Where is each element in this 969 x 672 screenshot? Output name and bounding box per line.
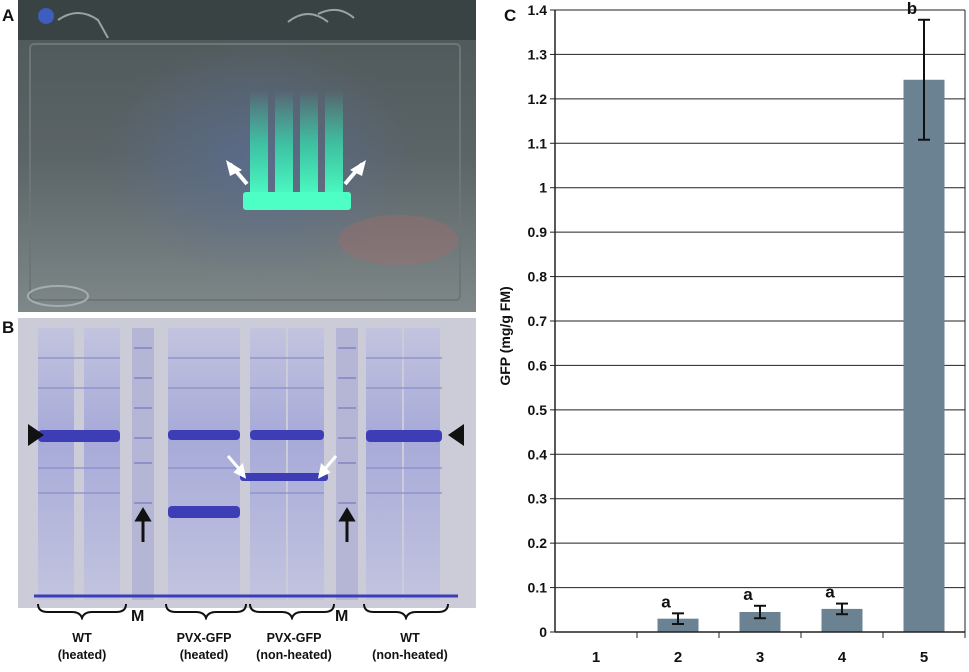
y-tick-labels: 0 0.1 0.2 0.3 0.4 0.5 0.6 0.7 0.8 0.9 1 1.1 1.2 1.3 1.… xyxy=(528,2,548,640)
significance-letter: a xyxy=(743,585,753,604)
bubble xyxy=(27,285,89,307)
y-axis-label: GFP (mg/g FM) xyxy=(497,286,513,385)
x-tick-label: 1 xyxy=(592,649,600,666)
rubisco-bands xyxy=(38,430,442,442)
black-arrow-marker-2 xyxy=(338,507,356,542)
y-tick-label: 0.9 xyxy=(528,224,548,240)
x-tick-labels: 1 2 3 4 5 xyxy=(592,632,966,666)
marker-label-2: M xyxy=(335,608,349,625)
panel-c-letter: C xyxy=(504,6,517,25)
bar xyxy=(821,608,863,632)
y-tick-label: 0.2 xyxy=(528,535,548,551)
error-bars xyxy=(672,18,930,626)
x-tick-label: 5 xyxy=(920,649,928,666)
significance-letter: a xyxy=(661,592,671,611)
y-tick-label: 0.3 xyxy=(528,491,548,507)
significance-letter: b xyxy=(907,0,917,18)
gfp-fluorescent-lanes xyxy=(243,90,351,210)
marker-bands xyxy=(134,347,356,504)
gridlines xyxy=(550,9,965,633)
gfp-bar-chart: a a a b 0 0.1 0.2 0.3 0.4 0.5 0.6 0.7 0.8 0.9 1 1.1 1.2… xyxy=(497,0,966,666)
sample-lanes xyxy=(38,328,440,600)
y-tick-label: 1.2 xyxy=(528,91,548,107)
x-tick-label: 2 xyxy=(674,649,682,666)
gel-comb-area xyxy=(18,0,476,40)
y-tick-label: 0.7 xyxy=(528,313,548,329)
bar xyxy=(657,618,699,632)
y-tick-label: 1.1 xyxy=(528,135,548,151)
rubisco-arrowhead-right xyxy=(448,424,464,446)
y-tick-label: 0.1 xyxy=(528,580,548,596)
lane-label-pvx-gfp-heated: PVX-GFP (heated) xyxy=(176,631,232,662)
lane-braces xyxy=(37,603,449,620)
pvx-gfp-band-non-heated xyxy=(240,473,328,481)
significance-letters: a a a b xyxy=(661,0,917,611)
white-arrow-left xyxy=(226,160,249,186)
rubisco-arrowhead-left xyxy=(28,424,44,446)
marker-label-1: M xyxy=(131,608,145,625)
lane-label-pvx-gfp-non-heated: PVX-GFP (non-heated) xyxy=(256,631,332,662)
white-arrow-gfp-right xyxy=(317,455,338,479)
axes xyxy=(554,10,966,633)
black-arrow-marker-1 xyxy=(134,507,152,542)
x-tick-label: 4 xyxy=(838,649,847,666)
x-tick-label: 3 xyxy=(756,649,764,666)
bar xyxy=(739,612,781,632)
y-tick-label: 0.4 xyxy=(528,446,548,462)
white-arrow-right xyxy=(343,160,366,186)
faint-bands xyxy=(38,357,442,494)
comb-wells xyxy=(57,8,355,39)
bar xyxy=(903,79,945,632)
sds-page-gel xyxy=(18,318,476,608)
gel-photo-blue-light xyxy=(18,0,476,312)
y-tick-label: 0 xyxy=(539,624,547,640)
bars xyxy=(657,79,945,632)
significance-letter: a xyxy=(825,583,835,602)
y-tick-label: 0.5 xyxy=(528,402,548,418)
lane-label-wt-heated: WT (heated) xyxy=(57,631,107,662)
panel-b-letter: B xyxy=(2,318,15,337)
gfp-band-heated xyxy=(168,506,240,518)
blue-clip xyxy=(38,8,54,24)
y-tick-label: 0.8 xyxy=(528,269,548,285)
y-tick-label: 1.4 xyxy=(528,2,548,18)
gel-lane-labels: M M WT (heated) PVX-GFP (heated) PVX-GFP (n… xyxy=(18,600,476,672)
lane-label-wt-non-heated: WT (non-heated) xyxy=(372,631,448,662)
panel-a-letter: A xyxy=(2,6,15,25)
y-tick-label: 0.6 xyxy=(528,357,548,373)
y-tick-label: 1.3 xyxy=(528,46,548,62)
reflection-spot xyxy=(338,215,458,265)
white-arrow-gfp-left xyxy=(226,455,247,479)
y-tick-label: 1 xyxy=(539,180,547,196)
